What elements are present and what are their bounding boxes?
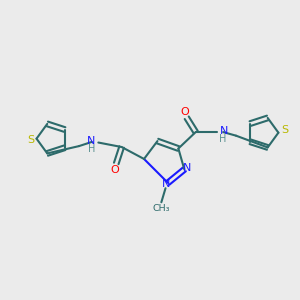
Text: N: N: [182, 163, 191, 173]
Text: CH₃: CH₃: [153, 204, 170, 213]
Text: N: N: [162, 179, 171, 189]
Text: N: N: [220, 126, 229, 136]
Text: O: O: [110, 165, 119, 175]
Text: H: H: [88, 144, 95, 154]
Text: N: N: [86, 136, 95, 146]
Text: O: O: [181, 107, 190, 117]
Text: H: H: [220, 134, 227, 144]
Text: S: S: [27, 135, 34, 145]
Text: S: S: [281, 125, 288, 135]
